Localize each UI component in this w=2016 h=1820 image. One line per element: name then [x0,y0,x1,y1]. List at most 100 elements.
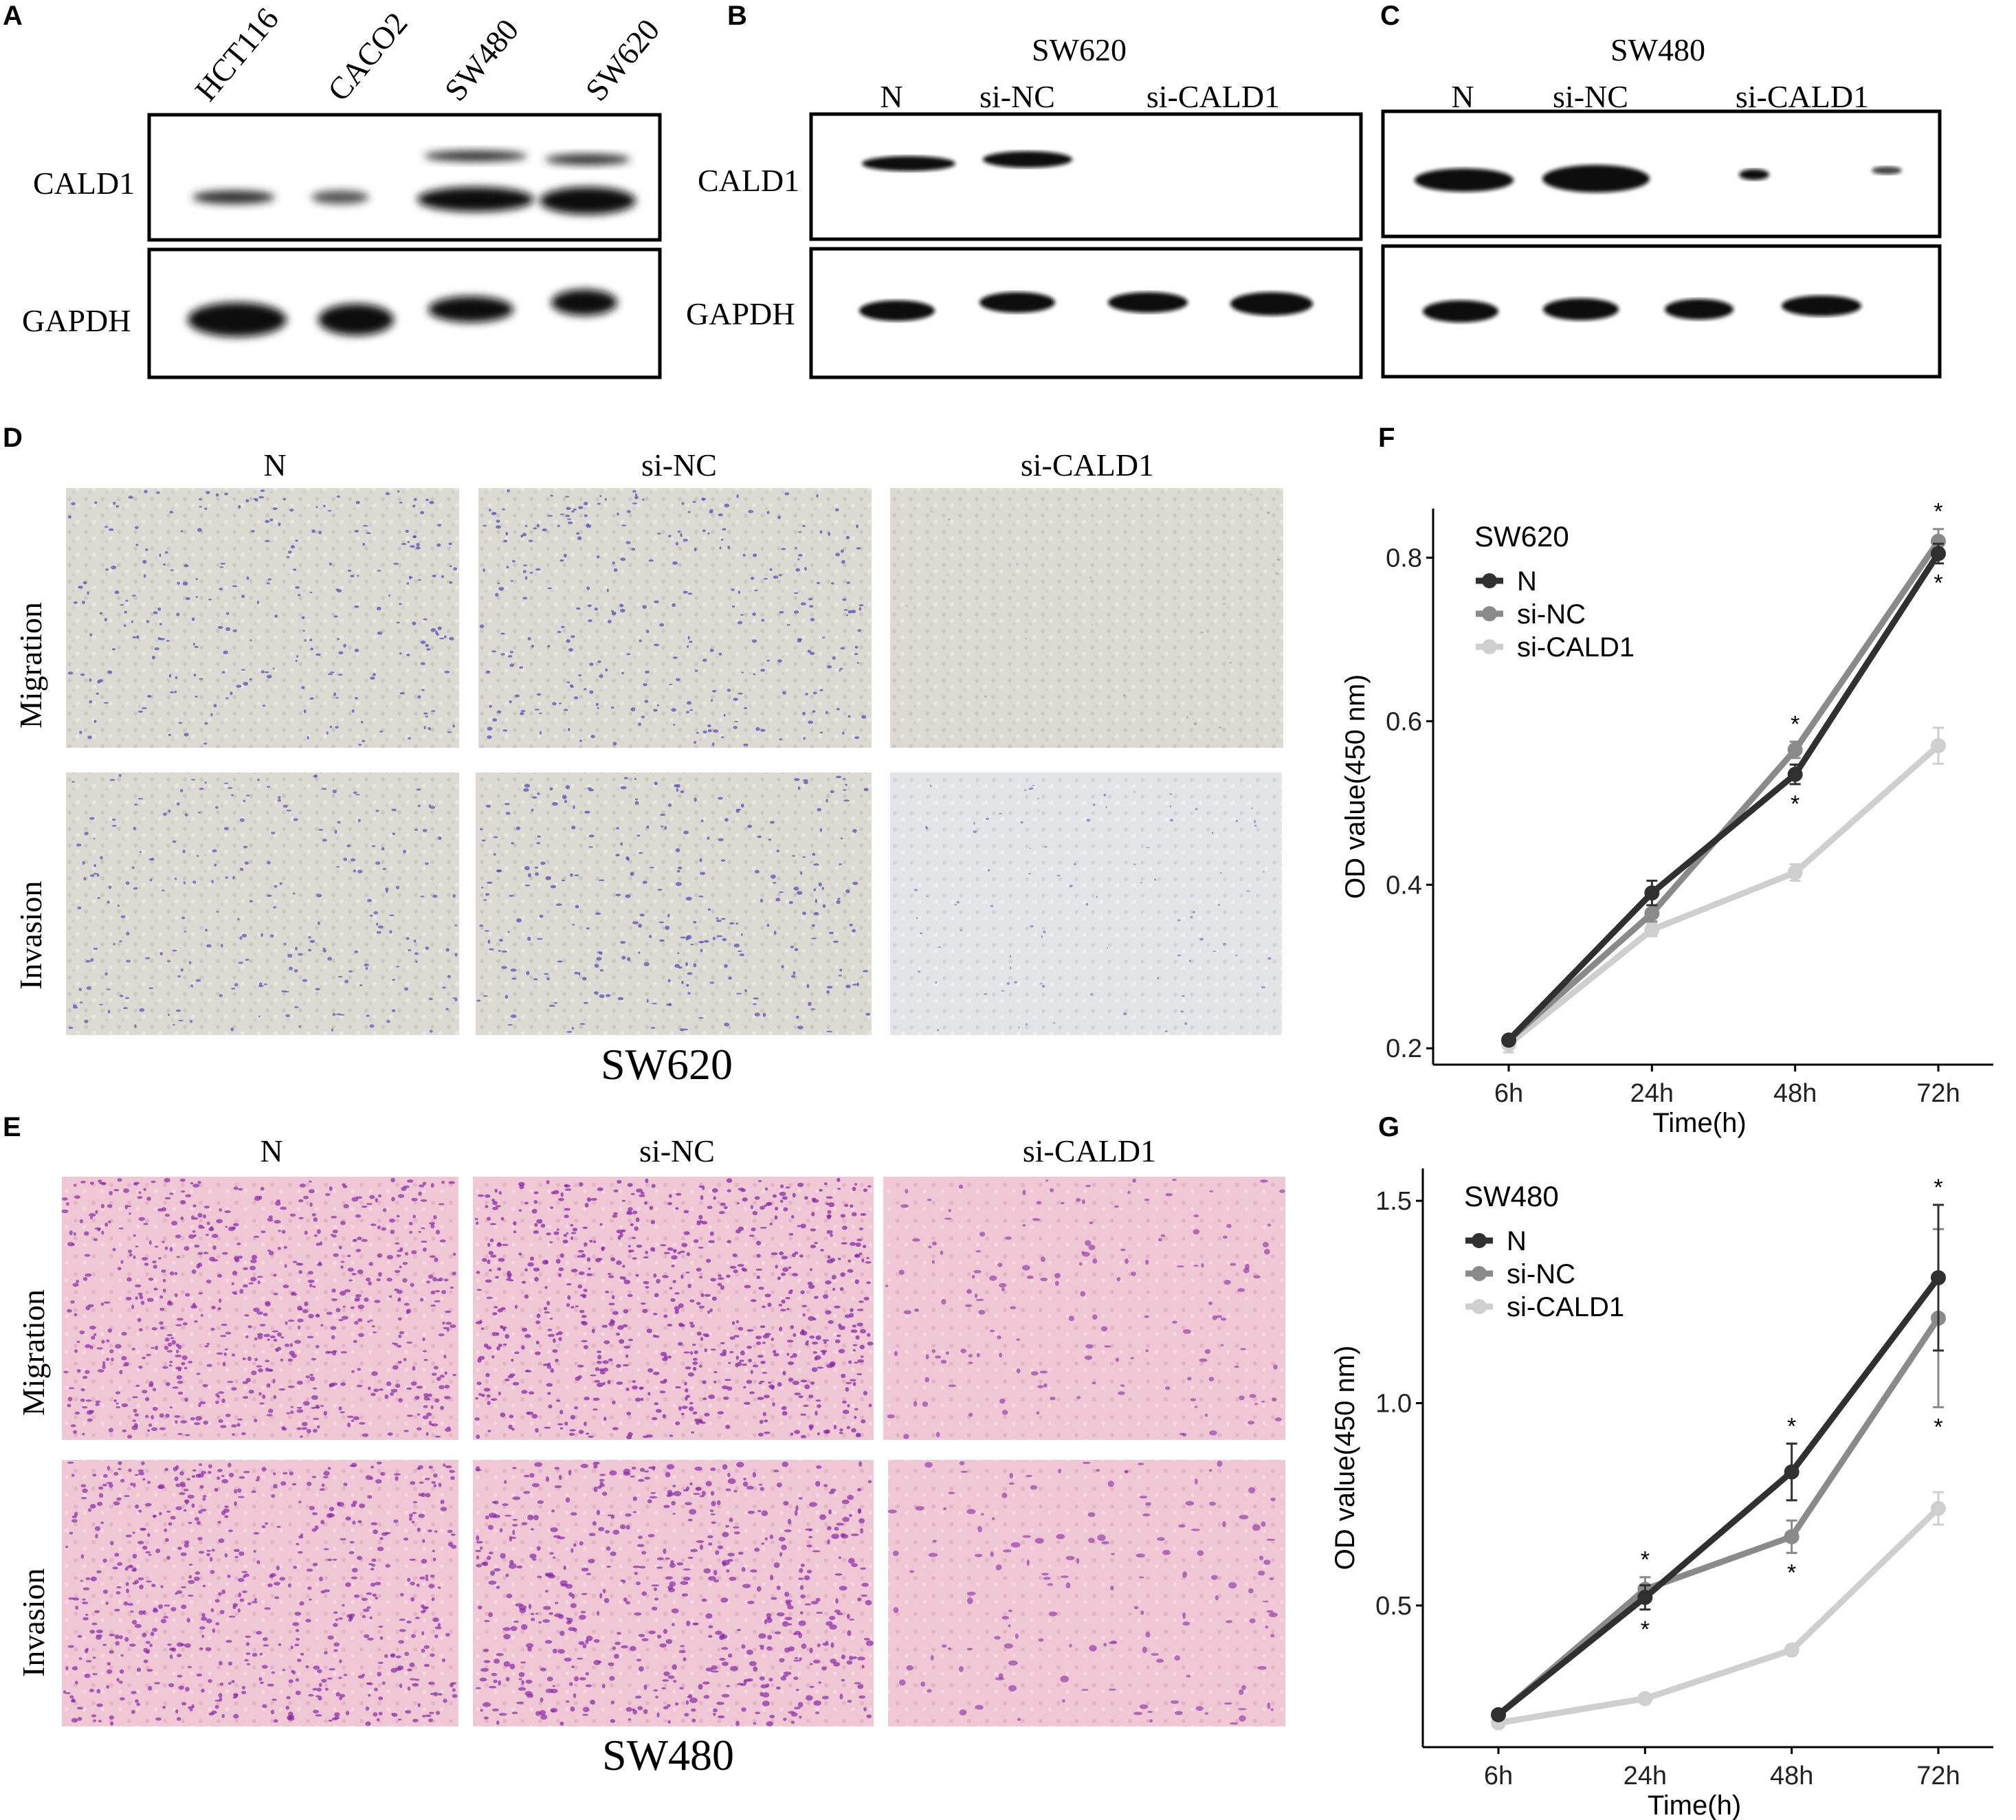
stained-cell [642,498,645,501]
stained-cell [812,691,817,695]
stained-cell [340,1382,346,1386]
stained-cell [219,1683,224,1686]
stained-cell [1026,1023,1028,1026]
stained-cell [418,1465,423,1469]
stained-cell [85,1399,92,1402]
stained-cell [852,881,859,885]
stained-cell [185,597,190,600]
stained-cell [1089,577,1092,579]
stained-cell [597,502,601,505]
stained-cell [80,1579,84,1582]
stained-cell [823,1484,828,1487]
stained-cell [709,648,714,652]
stained-cell [857,1597,862,1601]
stained-cell [319,1576,323,1582]
stained-cell [489,1685,497,1689]
stained-cell [71,781,75,783]
stained-cell [370,1319,373,1322]
stained-cell [206,1553,210,1557]
stained-cell [1107,1480,1114,1487]
stained-cell [547,587,552,590]
stained-cell [847,1700,852,1703]
stained-cell [237,1418,243,1421]
stained-cell [169,511,174,514]
stained-cell [450,565,452,568]
stained-cell [117,1178,122,1182]
stained-cell [786,624,790,626]
stained-cell [514,694,520,698]
stained-cell [663,1548,667,1554]
stained-cell [1028,873,1031,875]
stained-cell [302,979,308,982]
stained-cell [184,1543,189,1548]
stained-cell [337,975,343,978]
stained-cell [428,1584,435,1589]
stained-cell [89,1325,96,1330]
stained-cell [171,1340,176,1345]
stained-cell [856,1322,863,1327]
stained-cell [707,1206,713,1210]
stained-cell [78,1657,82,1660]
stained-cell [1101,1541,1109,1545]
stained-cell [65,1691,71,1694]
stained-cell [333,1642,340,1647]
stained-cell [148,1423,153,1428]
stained-cell [533,978,538,981]
stained-cell [421,1241,428,1243]
stained-cell [630,1192,635,1195]
stained-cell [282,1669,286,1672]
stained-cell [425,1493,431,1498]
stained-cell [903,1434,909,1439]
stained-cell [642,1309,648,1313]
stained-cell [513,1230,517,1234]
stained-cell [729,1518,733,1522]
stained-cell [626,1210,632,1214]
stained-cell [839,968,843,972]
stained-cell [199,1401,206,1405]
stained-cell [197,1252,203,1255]
stained-cell [1022,1190,1026,1195]
stained-cell [96,1634,103,1637]
stained-cell [518,1605,527,1610]
stained-cell [810,1008,816,1010]
stained-cell [769,568,773,571]
stained-cell [329,562,332,566]
stained-cell [1267,1702,1271,1709]
stained-cell [399,1683,403,1688]
stained-cell [188,1595,194,1597]
stained-cell [574,972,579,975]
y-tick-label: 0.5 [1375,1592,1412,1621]
stained-cell [826,986,833,989]
stained-cell [720,1634,728,1639]
stained-cell [302,1401,310,1406]
stained-cell [1223,1702,1232,1705]
stained-cell [474,1218,478,1221]
stained-cell [180,1586,187,1588]
stained-cell [654,1587,657,1591]
stained-cell [180,530,184,533]
stained-cell [805,693,808,696]
stained-cell [108,885,112,889]
stained-cell [77,1634,82,1638]
stained-cell [757,835,762,839]
stained-cell [191,1269,197,1274]
stained-cell [115,1344,122,1349]
legend-marker [1472,1299,1487,1314]
stained-cell [625,1387,630,1391]
stained-cell [366,532,371,535]
stained-cell [434,1257,439,1263]
stained-cell [571,1236,574,1241]
stained-cell [162,812,167,816]
stained-cell [452,1688,456,1692]
stained-cell [73,601,78,604]
stained-cell [740,1188,746,1192]
stained-cell [482,524,487,527]
stained-cell [119,1697,125,1700]
stained-cell [292,892,296,895]
stained-cell [376,1461,382,1465]
stained-cell [599,969,604,972]
stained-cell [395,1384,401,1388]
stained-cell [138,1610,144,1615]
stained-cell [217,1274,223,1278]
stained-cell [443,1355,447,1359]
